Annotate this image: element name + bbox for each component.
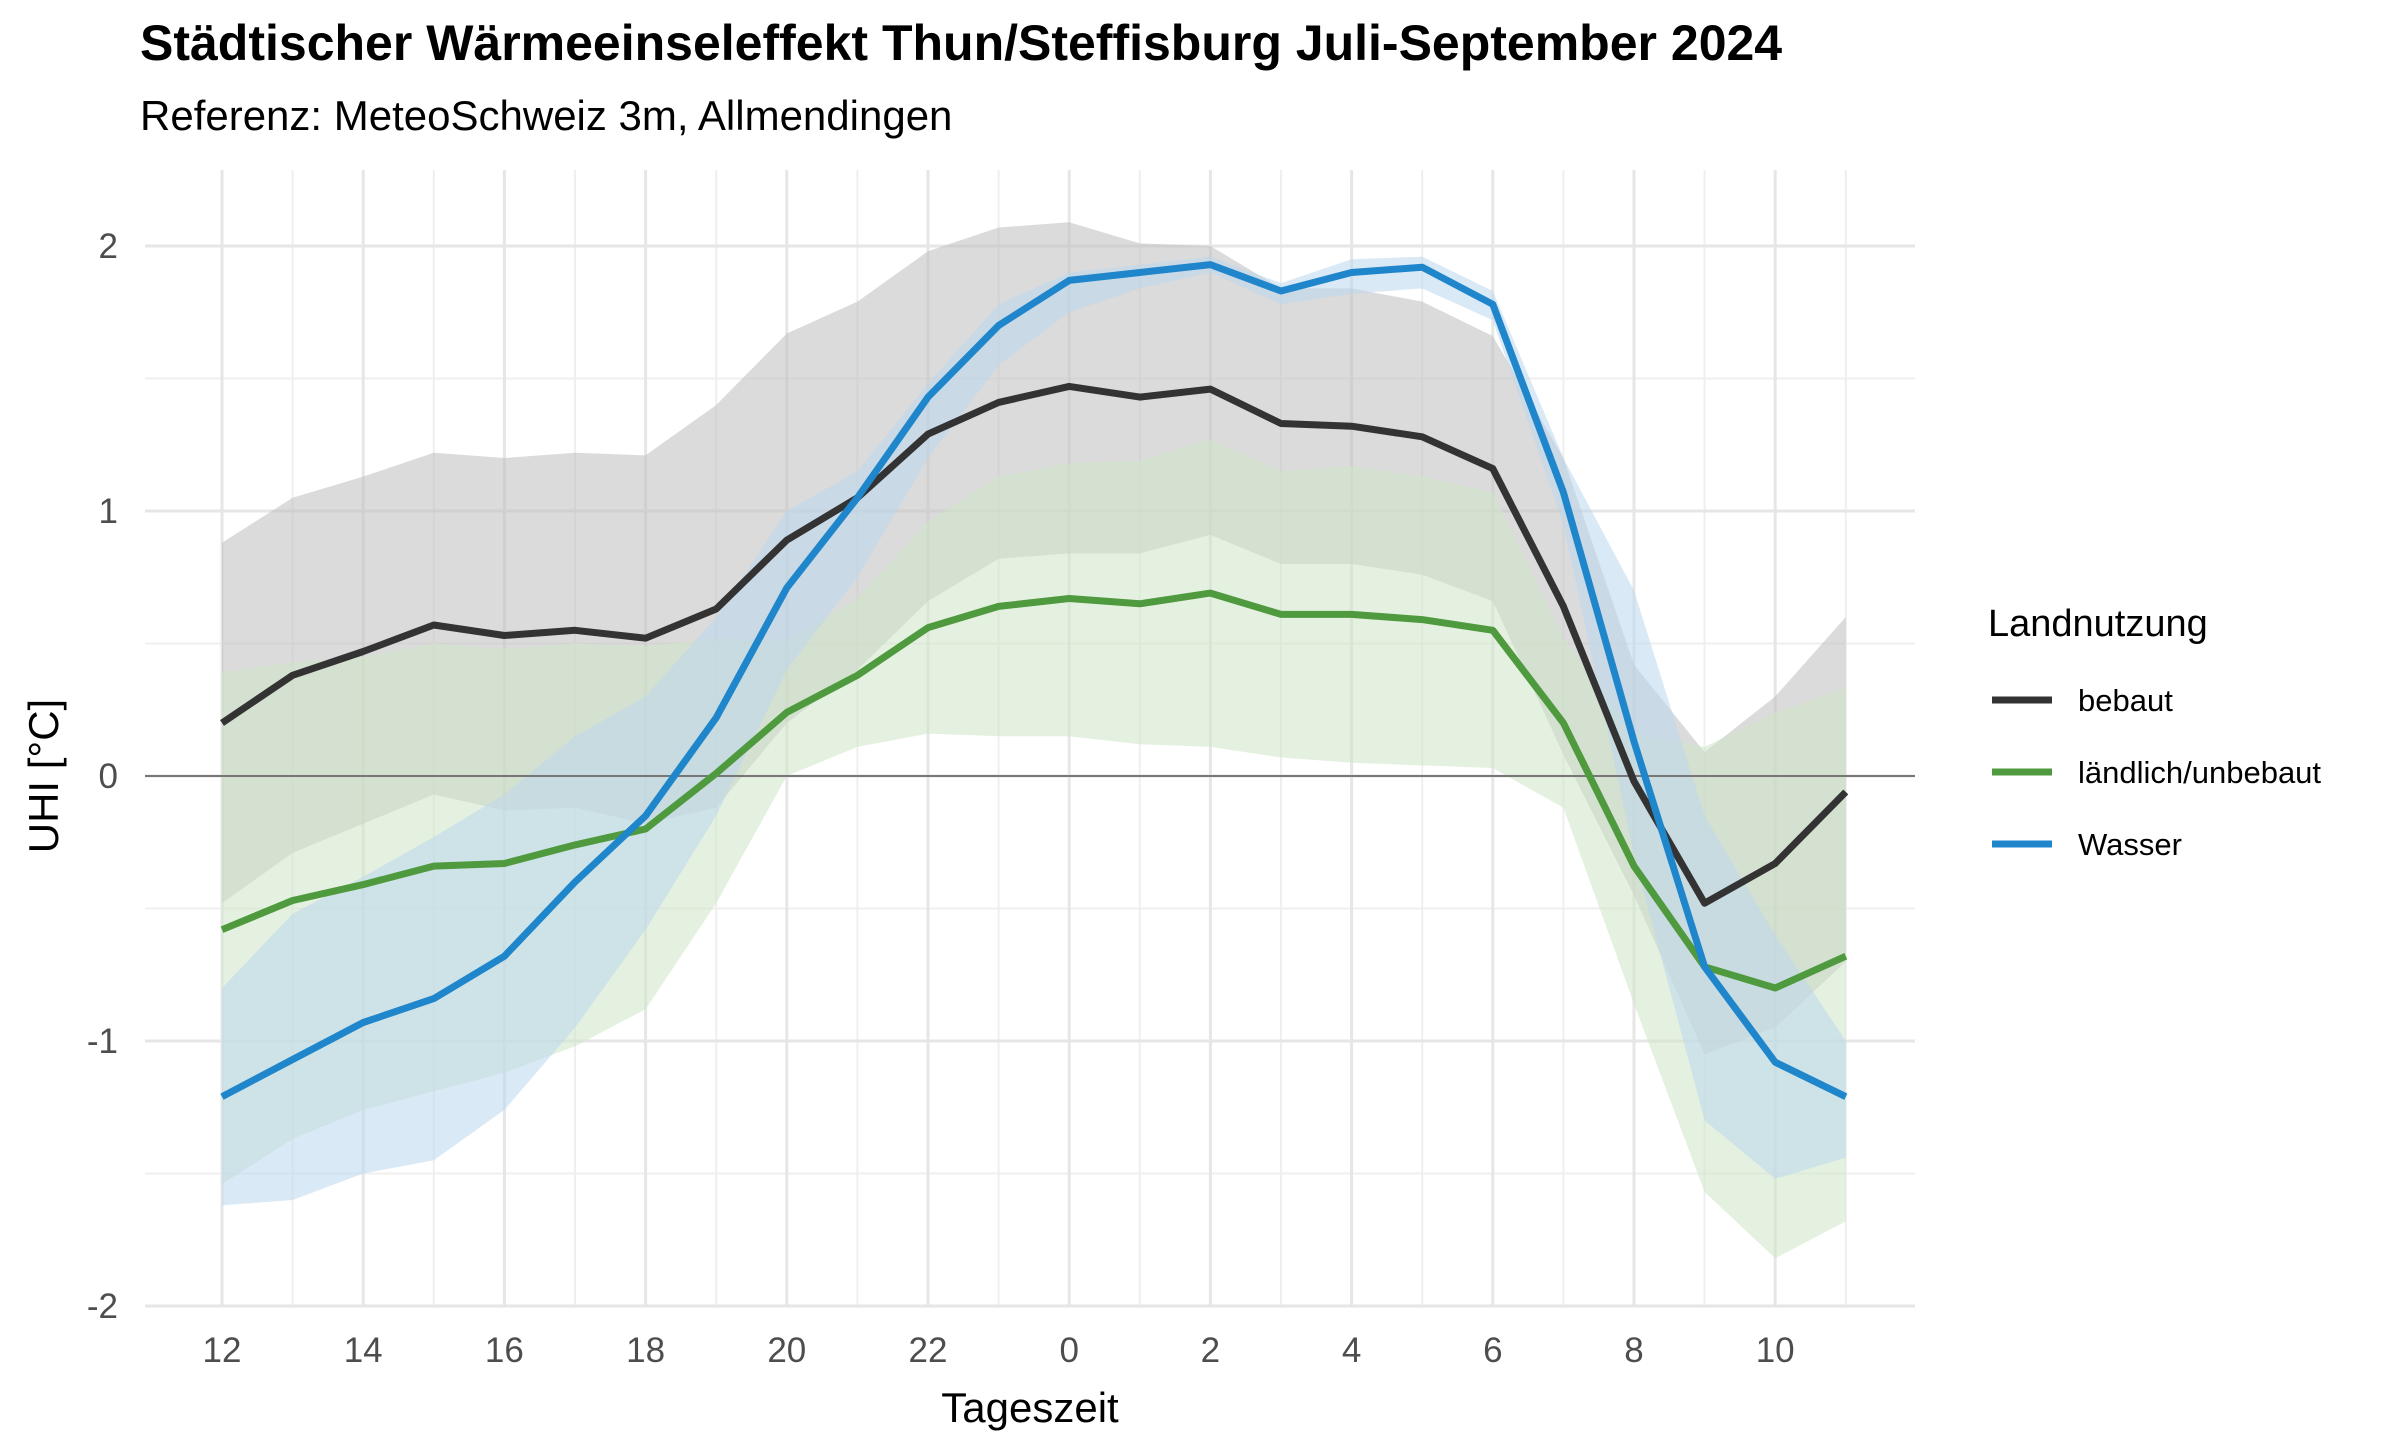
legend: Landnutzung bebaut ländlich/unbebaut Wasse… [1988,603,2321,878]
range-band [222,222,1846,1055]
y-tick-label: 1 [99,492,118,531]
x-axis-title: Tageszeit [941,1384,1119,1431]
series-lines [220,261,1849,1100]
x-tick-label: 22 [909,1331,948,1370]
x-tick-label: 6 [1483,1331,1502,1370]
range-band [222,256,1846,1206]
x-tick-label: 0 [1059,1331,1078,1370]
y-tick-label: -2 [87,1287,118,1326]
x-tick-label: 10 [1756,1331,1795,1370]
chart-subtitle: Referenz: MeteoSchweiz 3m, Allmendingen [140,92,953,139]
x-tick-label: 18 [626,1331,665,1370]
series-line [220,382,1849,907]
y-tick-label: 2 [99,227,118,266]
range-band [222,439,1846,1259]
legend-label: ländlich/unbebaut [2078,755,2321,790]
x-tick-label: 12 [203,1331,242,1370]
y-axis-title: UHI [°C] [20,699,67,853]
legend-title: Landnutzung [1988,603,2208,645]
x-tick-label: 14 [344,1331,383,1370]
x-axis-ticks: 12 14 16 18 20 22 0 2 4 6 8 10 [203,1331,1795,1370]
x-tick-label: 4 [1342,1331,1361,1370]
series-line [220,589,1848,992]
chart-title: Städtischer Wärmeeinseleffekt Thun/Steff… [140,15,1783,71]
y-axis-ticks: -2 -1 0 1 2 [87,227,118,1326]
range-bands [222,222,1846,1259]
x-tick-label: 8 [1624,1331,1643,1370]
series-line [220,261,1848,1100]
x-tick-label: 16 [485,1331,524,1370]
x-tick-label: 2 [1201,1331,1220,1370]
legend-label: Wasser [2078,827,2182,862]
x-tick-label: 20 [767,1331,806,1370]
y-tick-label: 0 [99,757,118,796]
legend-label: bebaut [2078,683,2173,718]
y-tick-label: -1 [87,1022,118,1061]
